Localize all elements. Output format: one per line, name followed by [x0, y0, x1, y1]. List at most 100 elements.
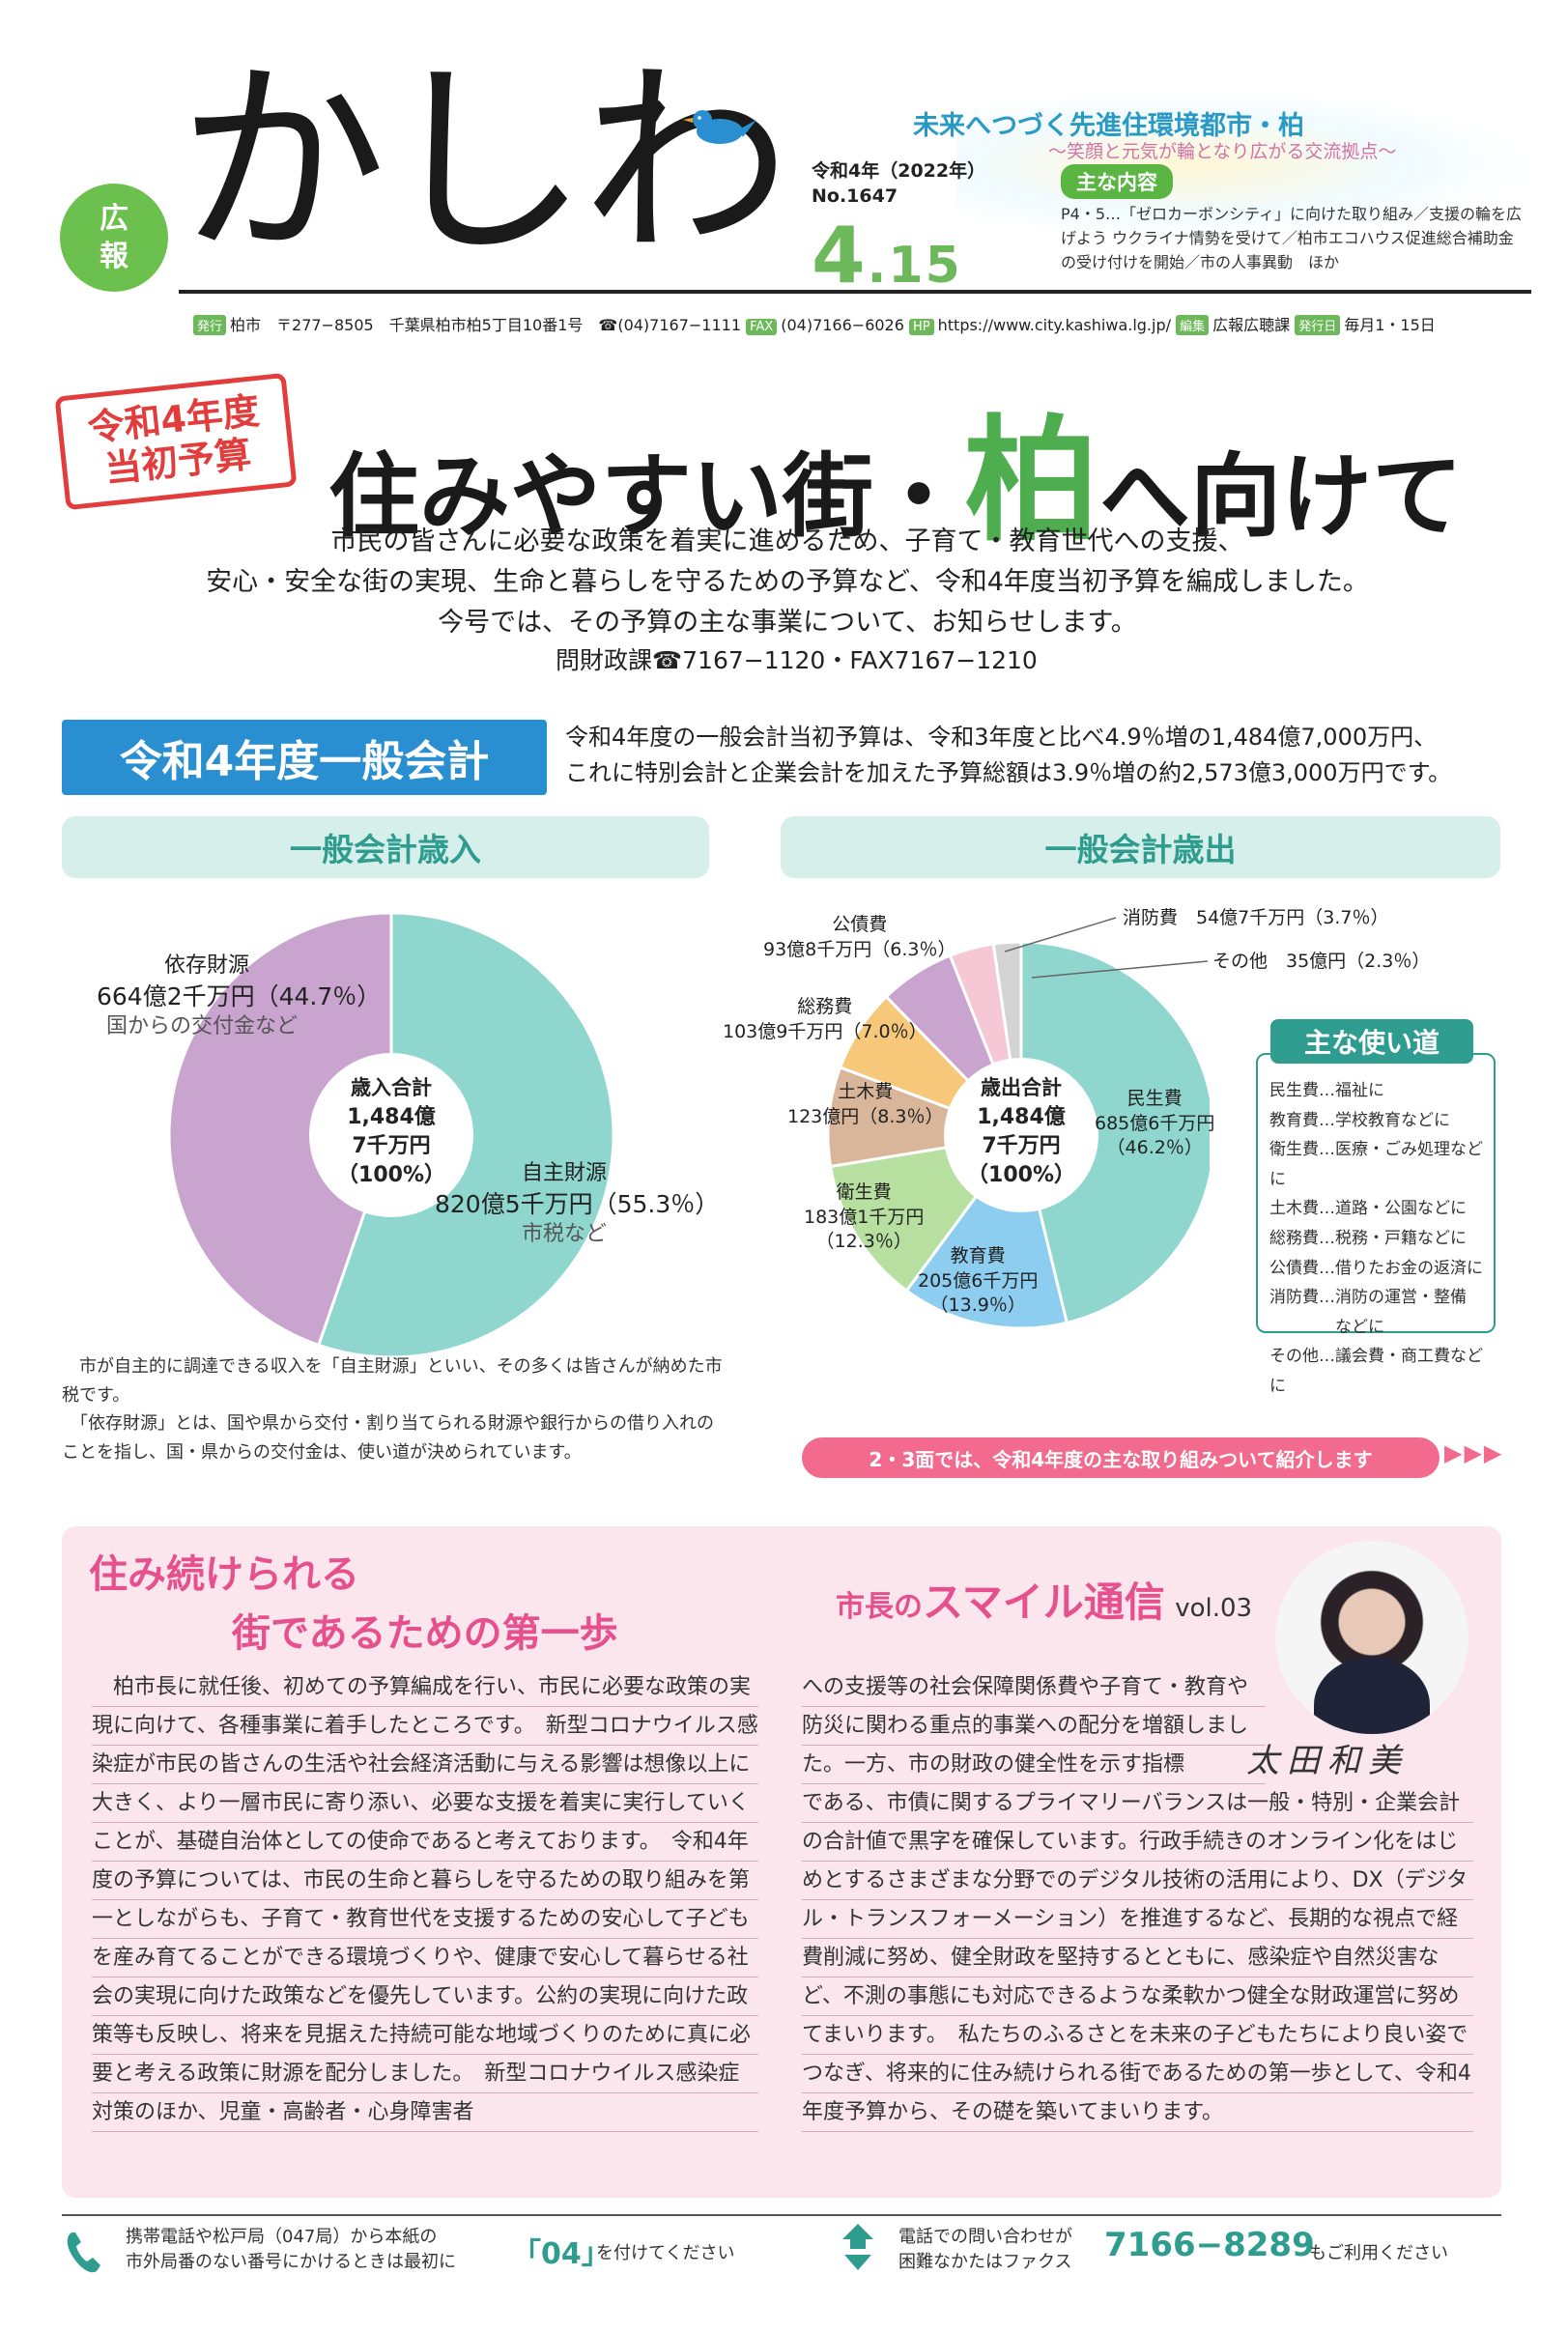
headline-pre: 住みやすい街・	[328, 444, 965, 550]
fax-text: (04)7166−6026	[781, 316, 904, 334]
footer-fax-after: もご利用ください	[1309, 2243, 1448, 2263]
pie-center-text: 歳入合計	[351, 1076, 432, 1099]
contents-label: 主な内容	[1061, 164, 1173, 199]
label-name: 教育費	[950, 1245, 1006, 1266]
smile-pre: 市長の	[836, 1590, 923, 1624]
label-pct: （13.9％）	[929, 1294, 1026, 1317]
subslogan: 〜笑顔と元気が輪となり広がる交流拠点〜	[1048, 141, 1397, 162]
publisher-info: 発行 柏市 〒277−8505 千葉県柏市柏5丁目10番1号 ☎(04)7167−…	[193, 312, 1436, 335]
publisher-text: 柏市 〒277−8505 千葉県柏市柏5丁目10番1号 ☎(04)7167−11…	[230, 316, 742, 334]
leader-lines	[1005, 917, 1209, 979]
label-name: 自主財源	[522, 1161, 608, 1185]
editor-tag: 編集	[1176, 315, 1210, 335]
label-name: 総務費	[797, 996, 853, 1017]
label-note: 国からの交付金など	[106, 1014, 299, 1039]
intro-line: 今号では、その予算の主な事業について、お知らせします。	[438, 607, 1137, 638]
uses-box: 民生費…福祉に 教育費…学校教育などに 衛生費…医療・ごみ処理などに 土木費…道路・公…	[1256, 1053, 1496, 1396]
exp-label-kyoiku: 教育費 205億6千万円 （13.9％）	[918, 1244, 1038, 1319]
headline-post: へ向けて	[1099, 444, 1464, 550]
smile-title: スマイル通信	[923, 1578, 1165, 1626]
revenue-label-dependent: 依存財源 664億2千万円（44.7％） 国からの交付金など	[97, 952, 381, 1041]
era-label: 令和4年（2022年）	[812, 160, 986, 182]
arrow-icons: ▶▶▶	[1444, 1439, 1504, 1466]
pie-slice-0	[1019, 940, 1210, 1325]
headline: 住みやすい街・柏へ向けて	[328, 372, 1463, 567]
slogan: 未来へつづく先進住環境都市・柏	[913, 111, 1304, 141]
footnote-para: 「依存財源」とは、国や県から交付・割り当てられる財源や銀行からの借り入れのことを…	[62, 1413, 714, 1464]
footer-fax-note: 電話での問い合わせが 困難なかたはファクス	[898, 2225, 1072, 2275]
exp-label-other: その他 35億円（2.3％）	[1212, 951, 1431, 972]
label-note: 市税など	[522, 1222, 608, 1247]
footer-area-code: 「04」	[512, 2237, 611, 2271]
koho-badge: 広 報	[60, 184, 168, 292]
pie-slice-1	[167, 911, 393, 1348]
pie-center	[944, 1058, 1098, 1212]
headline-accent: 柏	[964, 403, 1100, 560]
smile-column-label: 市長のスマイル通信 vol.03	[836, 1570, 1252, 1629]
label-name: 衛生費	[836, 1181, 892, 1203]
uses-item: などに	[1269, 1317, 1384, 1337]
general-account-text: 令和4年度の一般会計当初予算は、令和3年度と比べ4.9％増の1,484億7,00…	[565, 720, 1517, 791]
bird-icon	[683, 110, 756, 144]
expenditure-title: 一般会計歳出	[781, 816, 1500, 878]
issued-tag: 発行日	[1295, 315, 1341, 335]
intro-line: 市民の皆さんに必要な政策を着実に進めるため、子育て・教育世代への支援、	[330, 526, 1244, 556]
phone-icon	[67, 2232, 100, 2273]
expenditure-pie-chart: 歳出合計 1,484億 7千万円 （100%）	[826, 940, 1210, 1330]
issue-date: 4.15	[812, 217, 962, 295]
rainbow-decoration	[956, 87, 1536, 242]
label-name: 依存財源	[164, 953, 250, 978]
label-amount: 664億2千万円（44.7％）	[97, 981, 382, 1010]
uses-item: 教育費…学校教育などに	[1269, 1110, 1450, 1130]
label-amount: 93億8千万円（6.3％）	[763, 938, 956, 960]
label-amount: 820億5千万円（55.3％）	[435, 1189, 720, 1218]
pie-center-text: （100%）	[967, 1163, 1075, 1187]
pie-center-text: 7千万円	[352, 1134, 430, 1158]
mayor-signature: 太田和美	[1246, 1742, 1409, 1780]
logo-kashiwa: かしわ	[179, 41, 790, 283]
pie-center-text: 歳出合計	[981, 1076, 1062, 1099]
general-line: これに特別会計と企業会計を加えた予算総額は3.9％増の約2,573億3,000万…	[565, 759, 1452, 787]
label-amount: 685億6千万円	[1095, 1112, 1215, 1134]
editor-text: 広報広聴課	[1212, 316, 1291, 334]
intro-line: 安心・安全な街の実現、生命と暮らしを守るための予算など、令和4年度当初予算を編成…	[206, 566, 1369, 597]
fax-icon	[842, 2224, 873, 2270]
pie-center	[309, 1053, 473, 1217]
uses-title: 主な使い道	[1270, 1019, 1473, 1064]
uses-item: 公債費…借りたお金の返済に	[1269, 1258, 1483, 1278]
budget-stamp: 令和4年度 当初予算	[54, 372, 298, 511]
publisher-tag: 発行	[193, 315, 227, 335]
badge-char: 広	[100, 202, 128, 236]
exp-label-kosai: 公債費 93億8千万円（6.3％）	[763, 913, 955, 962]
exp-label-doboku: 土木費 123億円（8.3％）	[787, 1080, 943, 1129]
footnote-para: 市が自主的に調達できる収入を「自主財源」といい、その多くは皆さんが納めた市税です…	[62, 1356, 723, 1406]
label-pct: （46.2％）	[1106, 1137, 1203, 1159]
uses-item: 消防費…消防の運営・整備	[1269, 1288, 1467, 1308]
pie-center-text: 1,484億	[977, 1104, 1066, 1129]
fax-tag: FAX	[746, 319, 778, 335]
issued-text: 毎月1・15日	[1344, 316, 1436, 334]
mayor-title-line2: 街であるための第一歩	[232, 1611, 618, 1656]
footer-line: 電話での問い合わせが	[898, 2227, 1072, 2247]
footer-code-after: を付けてください	[596, 2243, 735, 2263]
uses-item: その他…議会費・商工費などに	[1269, 1347, 1483, 1396]
intro-text: 市民の皆さんに必要な政策を着実に進めるため、子育て・教育世代への支援、 安心・安…	[193, 522, 1382, 643]
mayor-column-2: である、市債に関するプライマリーバランスは一般・特別・企業会計の合計値で黒字を確…	[802, 1784, 1473, 2132]
exp-label-somu: 総務費 103億9千万円（7.0％）	[723, 995, 927, 1044]
masthead-rule	[179, 290, 1531, 294]
contact-info: 問財政課☎7167−1120・FAX7167−1210	[556, 646, 1038, 674]
pie-center-text: 1,484億	[347, 1104, 436, 1129]
pages-link-bar[interactable]: 2・3面では、令和4年度の主な取り組みついて紹介します	[802, 1437, 1440, 1478]
footer-line: 市外局番のない番号にかけるときは最初に	[126, 2252, 456, 2273]
pie-center-text: （100%）	[337, 1163, 445, 1187]
smile-vol: vol.03	[1175, 1594, 1253, 1623]
mayor-column-1: 柏市長に就任後、初めての予算編成を行い、市民に必要な政策の実現に向けて、各種事業…	[92, 1668, 758, 2132]
label-name: 民生費	[1126, 1088, 1183, 1109]
label-amount: 205億6千万円	[918, 1269, 1039, 1292]
label-amount: 183億1千万円	[804, 1206, 925, 1228]
date-month: 4	[812, 211, 868, 300]
footer-rule	[62, 2214, 1501, 2216]
label-name: 土木費	[838, 1081, 894, 1102]
hp-link[interactable]: https://www.city.kashiwa.lg.jp/	[937, 316, 1172, 334]
label-amount: 103億9千万円（7.0％）	[723, 1020, 927, 1042]
